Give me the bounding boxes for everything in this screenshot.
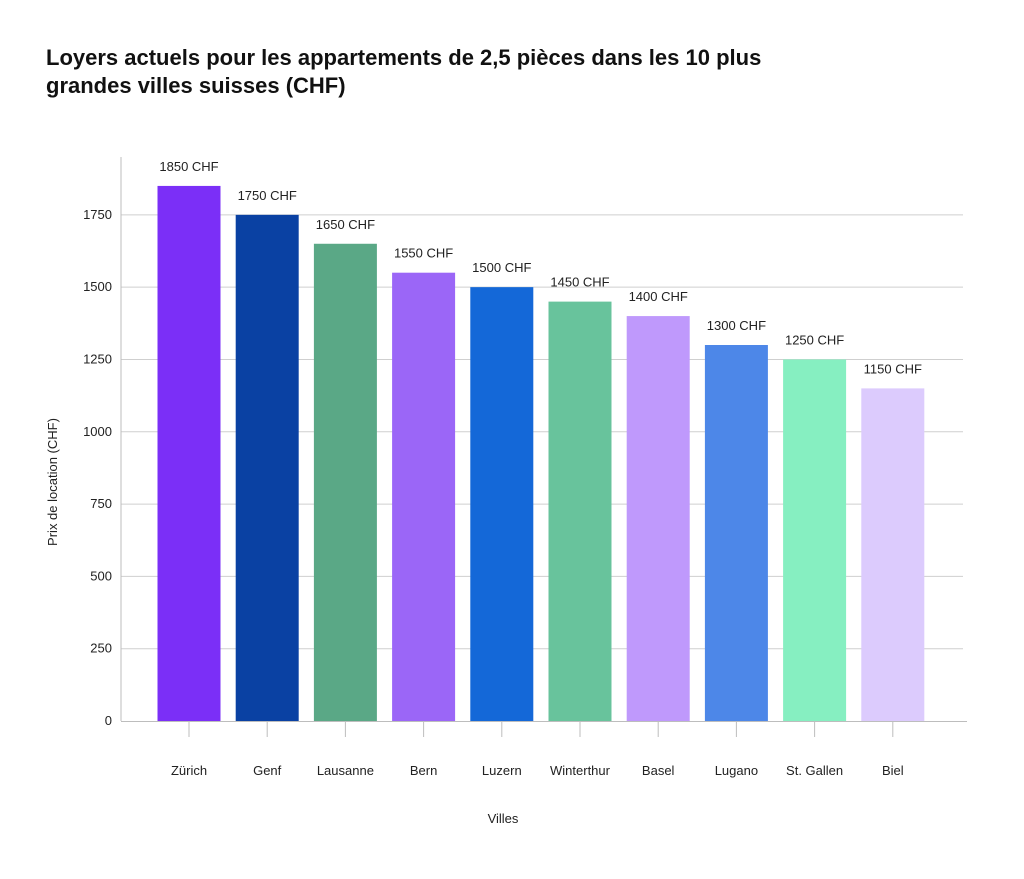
bar (548, 301, 612, 721)
bar-value-label: 1250 CHF (785, 332, 844, 347)
x-tick-label: Zürich (171, 763, 207, 778)
x-axis-ticks: Zürich Genf Lausanne Bern Luzern Winterthur Ba… (171, 721, 904, 778)
y-tick-label: 1500 (83, 279, 112, 294)
bar (626, 316, 690, 721)
bar-value-label: 1550 CHF (394, 246, 453, 261)
bar (313, 243, 377, 721)
bar-value-label: 1400 CHF (629, 289, 688, 304)
y-axis-title: Prix de location (CHF) (45, 418, 60, 546)
x-tick-label: Bern (410, 763, 437, 778)
bar (783, 359, 847, 721)
bar (861, 388, 925, 721)
x-tick-label: Basel (642, 763, 675, 778)
y-axis-ticks: 0 250 500 750 1000 1250 1500 1750 (83, 207, 112, 728)
x-tick-label: Lausanne (317, 763, 374, 778)
bar-value-label: 1150 CHF (864, 361, 922, 376)
x-tick-label: Winterthur (550, 763, 611, 778)
bar-value-label: 1500 CHF (472, 260, 531, 275)
x-tick-label: Lugano (715, 763, 758, 778)
y-tick-label: 750 (90, 496, 112, 511)
x-tick-label: Biel (882, 763, 904, 778)
bars: 1850 CHF 1750 CHF 1650 CHF 1550 CHF 1500 CHF… (157, 159, 925, 721)
y-tick-label: 250 (90, 641, 112, 656)
bar (704, 345, 768, 721)
bar-value-label: 1300 CHF (707, 318, 766, 333)
y-tick-label: 1250 (83, 351, 112, 366)
bar-value-label: 1650 CHF (316, 217, 375, 232)
bar (157, 185, 221, 721)
x-tick-label: Luzern (482, 763, 522, 778)
bar (470, 287, 534, 721)
y-tick-label: 1000 (83, 424, 112, 439)
y-tick-label: 500 (90, 568, 112, 583)
bar (392, 272, 456, 721)
x-axis-title: Villes (488, 811, 519, 826)
y-tick-label: 1750 (83, 207, 112, 222)
bar-value-label: 1750 CHF (238, 188, 297, 203)
bar-value-label: 1450 CHF (550, 275, 609, 290)
x-tick-label: Genf (253, 763, 282, 778)
chart-title: Loyers actuels pour les appartements de … (46, 45, 762, 98)
bar-value-label: 1850 CHF (159, 159, 218, 174)
x-tick-label: St. Gallen (786, 763, 843, 778)
y-tick-label: 0 (105, 713, 112, 728)
bar (235, 214, 299, 721)
